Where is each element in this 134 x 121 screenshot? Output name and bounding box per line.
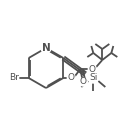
Circle shape xyxy=(88,73,98,83)
Text: O: O xyxy=(80,77,87,87)
Circle shape xyxy=(67,74,75,82)
Circle shape xyxy=(9,73,19,83)
Text: O: O xyxy=(68,73,75,83)
Text: Si: Si xyxy=(89,73,98,83)
Text: N: N xyxy=(42,43,50,53)
Circle shape xyxy=(41,43,51,53)
Text: O: O xyxy=(89,64,96,73)
Text: Br: Br xyxy=(9,73,19,83)
Circle shape xyxy=(79,78,87,86)
Circle shape xyxy=(88,65,96,73)
